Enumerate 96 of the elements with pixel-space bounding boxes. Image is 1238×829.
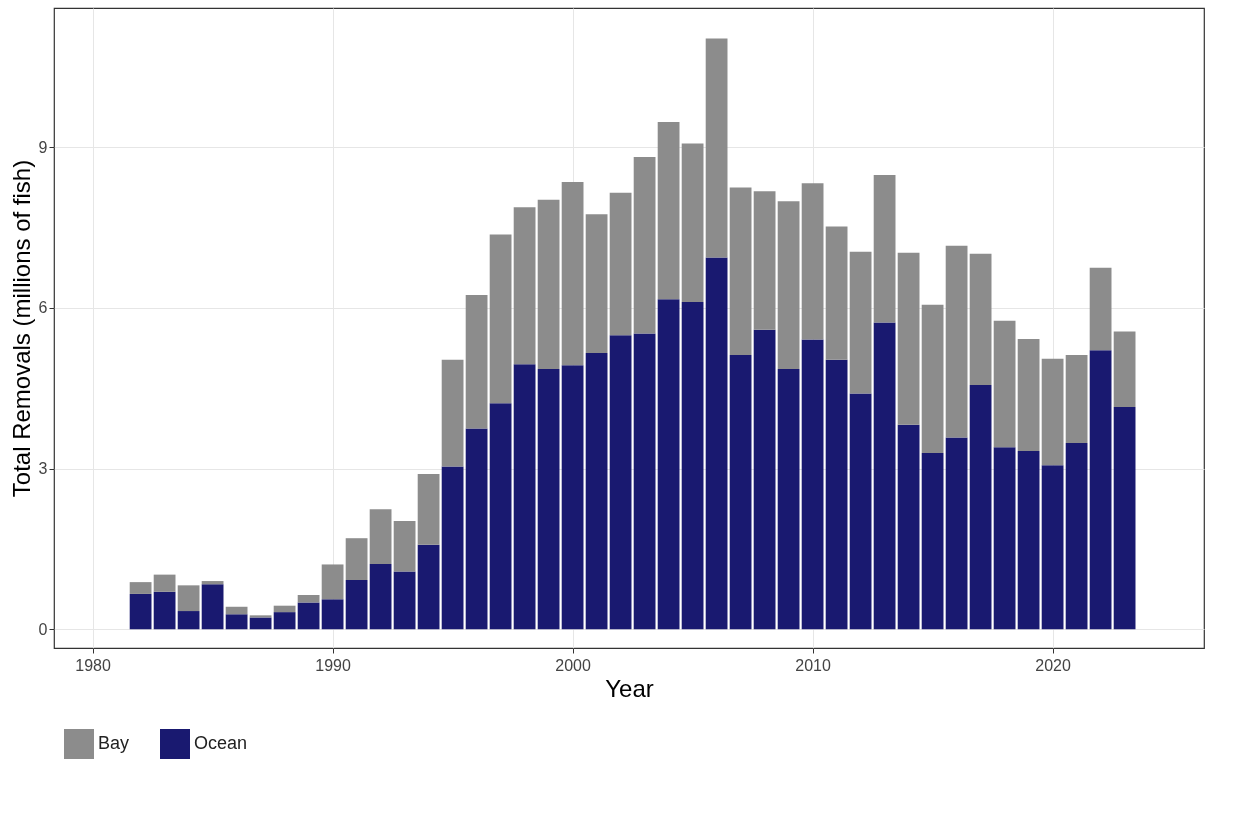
bar [1089,350,1112,630]
bar [585,352,608,630]
bar [969,385,992,630]
bar [969,253,992,386]
bar [1065,355,1088,443]
bar [177,585,200,612]
bar [561,182,584,366]
bar [273,605,296,613]
bar [1113,407,1136,630]
bar [993,320,1016,448]
bar [849,393,872,630]
bar [681,302,704,630]
bar [369,563,392,630]
bar [537,199,560,369]
bar [873,322,896,630]
bar [921,304,944,454]
x-tick-label: 2020 [1035,656,1071,674]
bar [585,214,608,353]
x-tick-label: 1990 [315,656,351,674]
bar [801,339,824,630]
bar [345,538,368,580]
bar [705,38,728,258]
bar [777,201,800,369]
bar [1065,442,1088,630]
bar [1041,465,1064,630]
bar [729,187,752,356]
bar [537,368,560,630]
bar [417,473,440,545]
bar [225,614,248,630]
bar [873,175,896,323]
bar [825,226,848,360]
bar [153,591,176,630]
bar [753,329,776,630]
bar [849,251,872,394]
bar [129,582,152,594]
bar [513,207,536,365]
bar [321,564,344,600]
bar [633,333,656,630]
x-tick-label: 1980 [75,656,111,674]
bar [129,593,152,630]
bar [753,191,776,330]
legend-label: Bay [98,733,130,753]
x-axis-title: Year [605,674,654,702]
bar [489,234,512,404]
bar [897,424,920,630]
bar [1089,267,1112,351]
bar [921,453,944,630]
bar [561,365,584,630]
bar [657,299,680,630]
bar [657,122,680,300]
bar [177,611,200,630]
y-axis-title: Total Removals (millions of fish) [7,159,35,498]
bar [489,403,512,630]
bar [321,599,344,630]
bar [249,617,272,630]
bar [393,521,416,572]
bar [897,252,920,425]
bar [945,437,968,630]
bar [945,245,968,438]
bar [801,183,824,340]
bar [393,571,416,630]
bar [825,359,848,630]
bar [369,509,392,564]
bar [201,584,224,630]
y-tick-label: 0 [38,620,48,638]
bar [297,594,320,603]
y-tick-label: 3 [38,460,48,478]
y-tick-label: 9 [38,138,48,156]
bar [201,581,224,585]
bar [1017,338,1040,451]
bar [297,602,320,630]
x-tick-label: 2000 [555,656,591,674]
bar [417,544,440,630]
bar [609,335,632,630]
bar [465,295,488,429]
bar [1041,358,1064,466]
bar [1113,331,1136,407]
bar [993,447,1016,630]
bar [441,359,464,467]
x-tick-label: 2010 [795,656,831,674]
bar [777,368,800,630]
bar [513,364,536,630]
bar [441,466,464,630]
bar [153,574,176,592]
legend-label: Ocean [194,733,248,753]
bar [273,612,296,630]
bar [1017,450,1040,630]
bar [633,156,656,334]
bar [729,355,752,630]
bar [465,428,488,630]
bar [681,143,704,303]
bar [225,606,248,615]
bar [345,579,368,630]
y-tick-label: 6 [38,299,48,317]
bar [609,192,632,336]
bar [705,257,728,630]
